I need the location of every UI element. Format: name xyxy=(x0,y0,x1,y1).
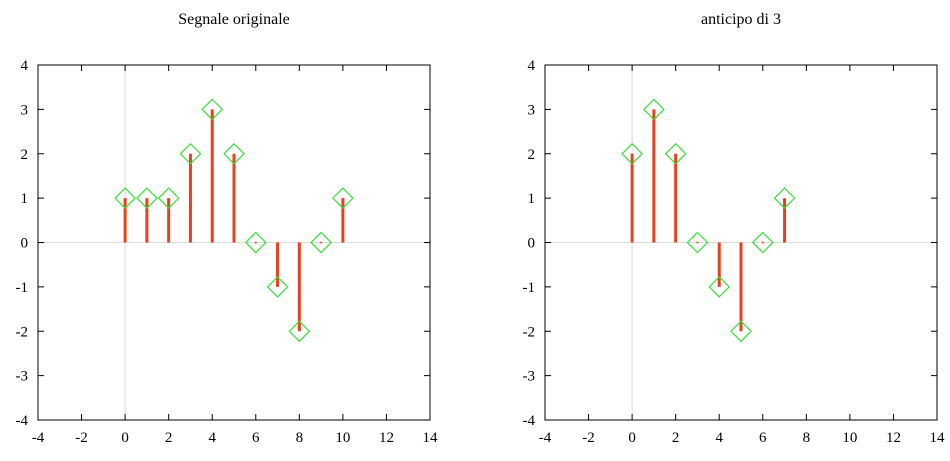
y-tick-label: -4 xyxy=(523,413,536,429)
data-point-marker xyxy=(643,98,665,121)
stem-zero-dot xyxy=(696,241,699,244)
data-point-marker xyxy=(730,320,752,343)
x-tick-label: -4 xyxy=(32,430,45,446)
y-tick-label: -3 xyxy=(523,369,536,385)
y-tick-label: 1 xyxy=(528,191,536,207)
data-point-marker xyxy=(288,320,311,343)
data-point-marker xyxy=(751,231,774,254)
data-point-marker xyxy=(708,276,731,298)
y-tick-label: -3 xyxy=(16,369,29,385)
x-tick-label: 6 xyxy=(252,430,260,446)
stem-zero-dot xyxy=(761,241,764,244)
x-tick-label: 6 xyxy=(759,430,767,446)
x-tick-label: -2 xyxy=(75,430,88,446)
data-point-marker xyxy=(244,231,267,254)
x-tick-label: 2 xyxy=(672,430,680,446)
y-tick-label: 4 xyxy=(528,58,536,74)
y-tick-label: -4 xyxy=(16,413,29,429)
data-point-marker xyxy=(686,231,709,254)
y-tick-label: 1 xyxy=(21,191,29,207)
chart-panel-anticipo: anticipo di 3 -4 -2 0 2 4 6 8 10 12 14-4-3-2-1012… xyxy=(523,11,946,446)
x-tick-label: 14 xyxy=(423,430,439,446)
x-tick-label: -4 xyxy=(539,430,552,446)
y-tick-label: 3 xyxy=(528,102,536,118)
chart-title: anticipo di 3 xyxy=(701,11,781,28)
y-tick-label: -2 xyxy=(523,324,536,340)
x-tick-label: 12 xyxy=(379,430,394,446)
x-tick-label: 2 xyxy=(165,430,173,446)
data-point-marker xyxy=(621,142,643,165)
x-tick-label: 12 xyxy=(886,430,901,446)
data-point-marker xyxy=(773,187,796,209)
chart-title: Segnale originale xyxy=(178,11,290,28)
y-tick-label: 2 xyxy=(21,147,29,163)
data-point-marker xyxy=(332,187,354,209)
y-tick-label: -1 xyxy=(16,280,29,296)
x-tick-label: 8 xyxy=(296,430,304,446)
x-tick-label: 8 xyxy=(803,430,811,446)
data-point-marker xyxy=(114,187,136,209)
data-point-marker xyxy=(157,187,180,209)
x-tick-label: 4 xyxy=(208,430,216,446)
y-tick-label: -2 xyxy=(16,324,29,340)
data-point-marker xyxy=(179,142,202,165)
x-tick-label: 14 xyxy=(930,430,946,446)
stem-zero-dot xyxy=(254,241,257,244)
data-point-marker xyxy=(136,187,158,209)
y-tick-label: 0 xyxy=(528,236,536,252)
x-tick-label: 10 xyxy=(842,430,857,446)
data-point-marker xyxy=(201,98,224,121)
y-tick-label: 4 xyxy=(21,58,29,74)
y-tick-label: 3 xyxy=(21,102,29,118)
stem-zero-dot xyxy=(320,241,323,244)
data-point-marker xyxy=(266,276,289,298)
data-point-marker xyxy=(664,142,687,165)
data-point-marker xyxy=(310,231,332,254)
y-tick-label: 2 xyxy=(528,147,536,163)
x-tick-label: 0 xyxy=(628,430,636,446)
chart-panel-segnale-originale: Segnale originale -4 -2 0 2 4 6 8 10 12 14-4-3-2-… xyxy=(16,11,439,446)
x-tick-label: -2 xyxy=(582,430,595,446)
y-tick-label: 0 xyxy=(21,236,29,252)
x-tick-label: 0 xyxy=(121,430,129,446)
y-tick-label: -1 xyxy=(523,280,536,296)
x-tick-label: 4 xyxy=(715,430,723,446)
x-tick-label: 10 xyxy=(335,430,350,446)
data-point-marker xyxy=(223,142,245,165)
